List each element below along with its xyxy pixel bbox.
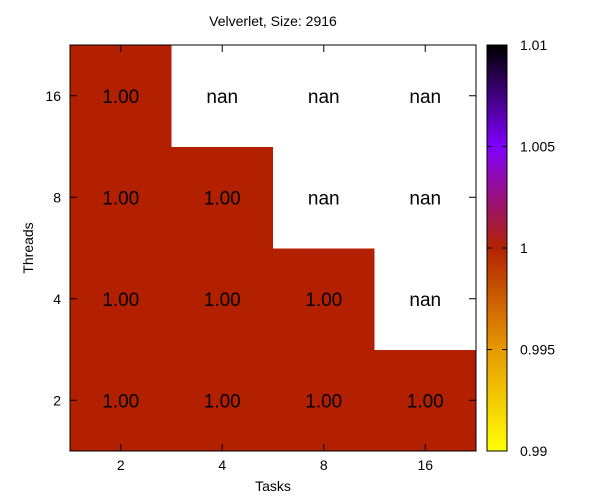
cell-value-label: 1.00 [102,87,139,108]
colorbar-ticks: 0.99 0.995 1 1.005 1.01 [487,37,555,459]
heatmap-cell [70,349,172,452]
heatmap-cells [70,45,477,452]
heatmap-cell [171,248,274,350]
plot-frame [69,44,477,452]
heatmap-cell [171,45,274,147]
heatmap-cell [374,45,477,147]
heatmap-cell [374,248,477,350]
heatmap-cell [70,248,172,350]
cell-value-label: nan [308,188,340,209]
heatmap-cell [273,349,375,452]
cell-value-label: 1.00 [102,188,139,209]
chart-title: Velverlet, Size: 2916 [209,13,337,29]
x-tick-label: 16 [417,457,433,473]
cell-value-label: 1.00 [204,391,241,412]
y-tick-label: 2 [53,392,61,408]
heatmap-cell [70,146,172,249]
cell-value-label: nan [409,87,441,108]
cell-value-label: nan [206,87,238,108]
x-tick-label: 8 [320,457,328,473]
colorbar-tick-label: 1.01 [520,37,547,53]
cell-value-label: nan [409,290,441,311]
heatmap-cell [273,146,375,249]
heatmap-cell [171,146,274,249]
cell-value-label: 1.00 [204,188,241,209]
colorbar-tick-label: 0.99 [520,443,547,459]
y-axis-label: Threads [20,222,36,273]
x-axis-ticks: 2 4 8 16 [117,45,433,473]
cell-value-label: nan [308,87,340,108]
cell-value-label: 1.00 [305,290,342,311]
colorbar-tick-label: 1.005 [520,139,555,155]
heatmap-cell [374,349,477,452]
heatmap-cell [70,45,172,147]
x-tick-label: 2 [117,457,125,473]
heatmap-cell [171,349,274,452]
x-axis-label: Tasks [255,478,291,494]
cell-value-label: 1.00 [102,391,139,412]
y-tick-label: 8 [53,189,61,205]
cell-labels: 1.00 1.00 1.00 1.00 1.00 1.00 1.00 nan 1.00 1.00 n… [102,87,443,413]
cell-value-label: 1.00 [204,290,241,311]
heatmap-cell [374,146,477,249]
y-axis-ticks: 2 4 8 16 [45,88,476,408]
cell-value-label: nan [409,188,441,209]
heatmap-cell [273,45,375,147]
x-tick-label: 4 [218,457,226,473]
colorbar-tick-label: 0.995 [520,342,555,358]
cell-value-label: 1.00 [102,290,139,311]
y-tick-label: 4 [53,291,61,307]
y-tick-label: 16 [45,88,61,104]
cell-value-label: 1.00 [305,391,342,412]
heatmap-cell [273,248,375,350]
colorbar-tick-label: 1 [520,240,528,256]
cell-value-label: 1.00 [407,391,444,412]
